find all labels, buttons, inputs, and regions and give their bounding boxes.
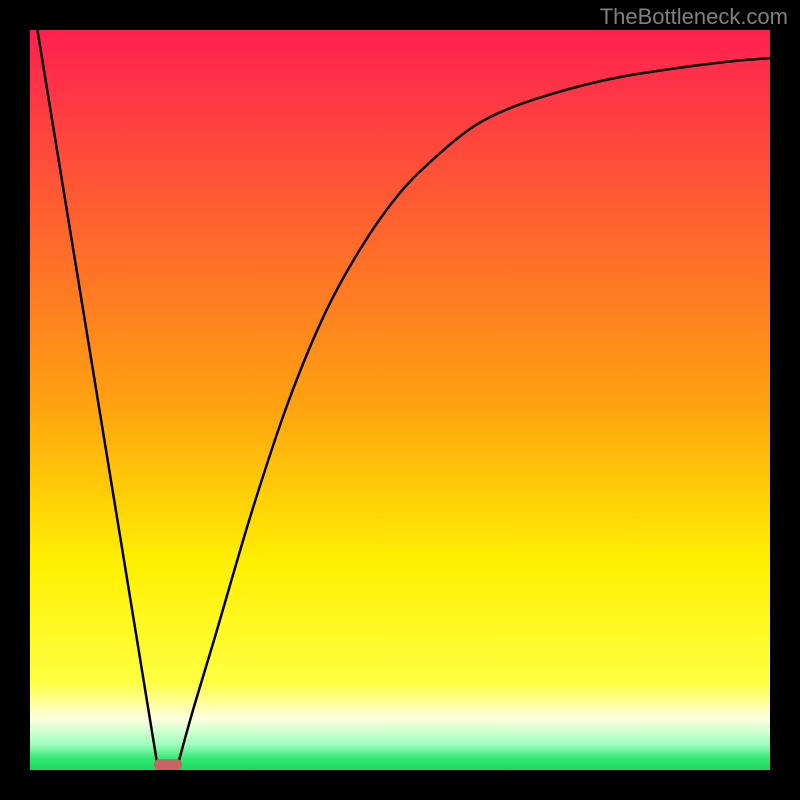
chart-svg (30, 30, 770, 770)
watermark-text: TheBottleneck.com (600, 4, 788, 30)
bottleneck-marker (154, 759, 182, 770)
chart-plot-area (30, 30, 770, 770)
